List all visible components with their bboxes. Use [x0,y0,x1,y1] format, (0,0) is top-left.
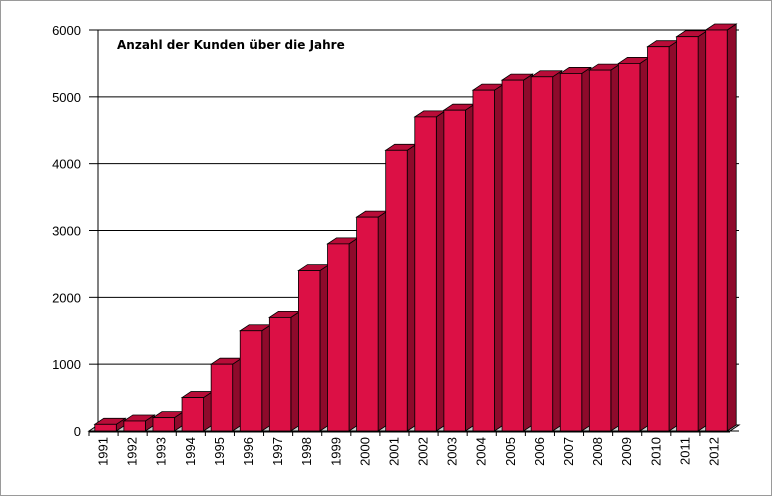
x-tick-label: 2000 [357,437,372,466]
x-tick-label: 1995 [212,437,227,466]
bar [384,143,418,432]
bar-front [705,29,728,432]
bar [151,410,185,432]
bar [704,23,738,432]
bar [617,56,651,432]
x-tick-label: 1999 [328,437,343,466]
x-tick-label: 1992 [125,437,140,466]
bar-front [327,243,350,432]
y-tick-label: 4000 [52,157,81,172]
x-tick-label: 2005 [503,437,518,466]
bar [500,73,534,432]
x-axis-ticks: 1991 1992 1993 1994 1995 1996 1997 1998 1999 2000… [88,431,721,466]
bar-front [123,420,146,432]
bar [529,70,563,432]
bar-front [152,417,175,432]
bars [93,23,738,432]
bar-front [298,270,321,432]
y-tick-label: 0 [74,424,81,439]
bar [442,103,476,432]
x-tick-label: 1991 [96,437,111,466]
bar-front [94,423,117,432]
x-tick-label: 2010 [648,437,663,466]
x-tick-label: 2002 [416,437,431,466]
x-tick-label: 2007 [561,437,576,466]
y-tick-label: 2000 [52,290,81,305]
bar-front [385,149,408,432]
bar [355,210,389,432]
x-tick-label: 2006 [532,437,547,466]
x-tick-label: 2009 [619,437,634,466]
bar-front [559,73,583,432]
bar-front [414,116,437,432]
bar-front [588,69,612,432]
bar [588,63,622,432]
y-tick-label: 5000 [52,90,81,105]
y-tick-label: 6000 [52,23,81,38]
x-tick-label: 2011 [677,437,692,465]
bar [471,83,505,432]
bar [180,390,214,432]
x-tick-label: 2001 [386,437,401,466]
bar [413,110,447,432]
x-tick-label: 2012 [706,437,721,466]
bar-front [530,76,554,432]
bar [268,310,302,432]
bar [122,414,156,432]
bar-side [726,23,737,432]
bar-front [647,46,670,432]
x-tick-label: 1998 [299,437,314,466]
bar-front [618,63,641,432]
bar [297,263,331,432]
bar-front [443,109,466,432]
bar-front [210,363,234,432]
bar [326,237,360,432]
bar-front [472,89,495,432]
x-tick-label: 2008 [590,437,605,466]
x-tick-label: 1993 [154,437,169,466]
bar [209,357,243,432]
y-axis-ticks: 0 1000 2000 3000 4000 5000 6000 [52,23,81,439]
bar-front [356,216,379,432]
bar-front [239,330,263,432]
x-tick-label: 1997 [270,437,285,466]
bar-front [676,36,699,432]
bar-front [268,316,292,432]
bar [675,29,709,432]
bar [238,324,273,432]
x-tick-label: 2004 [474,437,489,466]
bar-front [501,79,524,432]
x-tick-label: 2003 [445,437,460,466]
bar [646,39,680,432]
y-tick-label: 3000 [52,224,81,239]
bar-front [181,397,204,432]
bar [558,66,593,432]
x-tick-label: 1996 [241,437,256,466]
x-tick-label: 1994 [183,437,198,466]
chart-title: Anzahl der Kunden über die Jahre [117,38,345,52]
y-tick-label: 1000 [52,357,81,372]
